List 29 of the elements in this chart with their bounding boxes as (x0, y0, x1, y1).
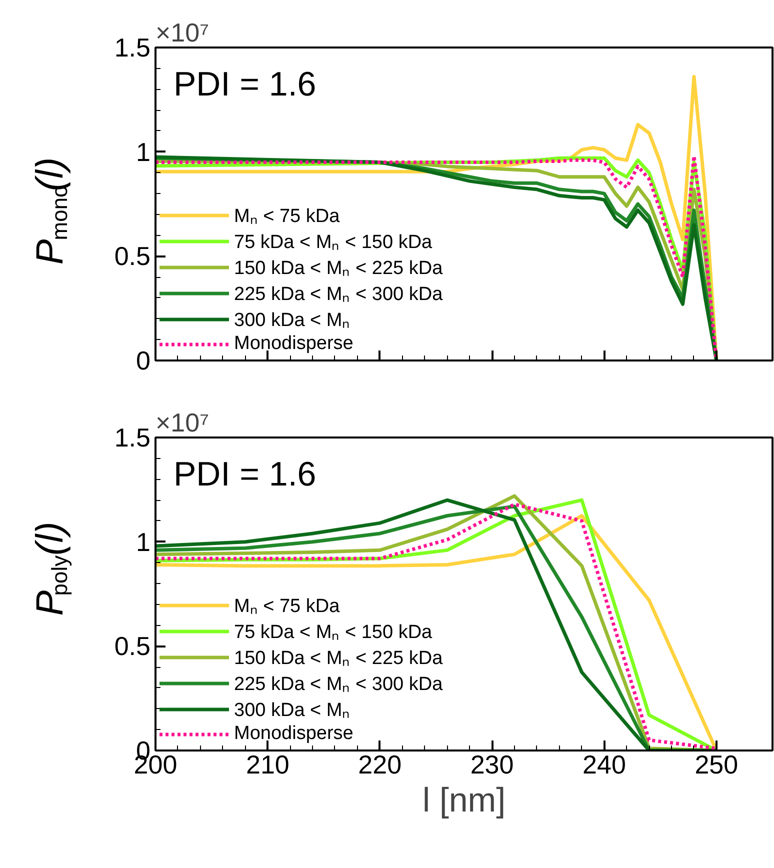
x-tick-label: 230 (470, 750, 514, 780)
legend-label: 150 kDa < Mₙ < 225 kDa (234, 647, 443, 670)
y-tick-label: 0.5 (114, 241, 151, 272)
legend-label: Mₙ < 75 kDa (234, 595, 340, 618)
y-tick-label: 1.5 (114, 422, 151, 452)
x-axis-title: l [nm] (422, 782, 506, 820)
legend-label: 225 kDa < Mₙ < 300 kDa (234, 283, 443, 306)
legend-label: Monodisperse (234, 332, 354, 356)
legend-label: 300 kDa < Mₙ (234, 699, 350, 722)
annotation: ×10⁷ (156, 408, 210, 438)
legend-label: 75 kDa < Mₙ < 150 kDa (234, 231, 432, 254)
annotation: PDI = 1.6 (174, 66, 316, 104)
legend-label: 300 kDa < Mₙ (234, 309, 350, 332)
x-tick-label: 250 (694, 750, 738, 780)
legend-label: 225 kDa < Mₙ < 300 kDa (234, 673, 443, 696)
x-tick-label: 220 (358, 750, 402, 780)
y-tick-label: 1 (136, 526, 151, 557)
y-tick-label: 1 (136, 136, 151, 167)
legend-label: 75 kDa < Mₙ < 150 kDa (234, 621, 432, 644)
legend-label: Monodisperse (234, 722, 354, 746)
annotation: PDI = 1.6 (174, 456, 316, 494)
x-tick-label: 240 (582, 750, 626, 780)
y-tick-label: 0.5 (114, 631, 151, 662)
legend-label: 150 kDa < Mₙ < 225 kDa (234, 257, 443, 280)
y-tick-label: 0 (136, 346, 151, 376)
annotation: ×10⁷ (156, 18, 210, 48)
x-tick-label: 210 (246, 750, 290, 780)
y-tick-label: 1.5 (114, 32, 151, 62)
legend-label: Mₙ < 75 kDa (234, 205, 340, 228)
